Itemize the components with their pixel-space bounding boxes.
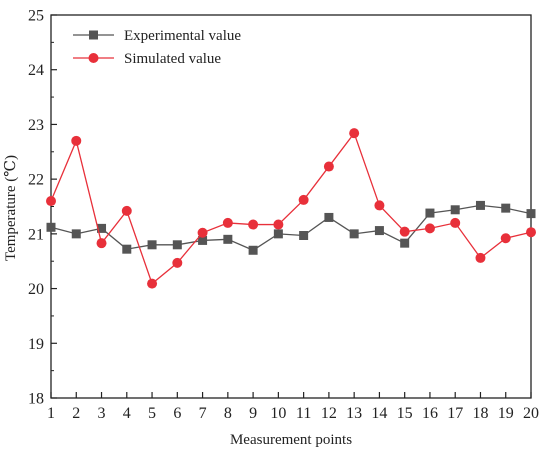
- data-point: [526, 209, 536, 219]
- y-tick-label: 22: [28, 172, 44, 189]
- y-tick-label: 21: [28, 226, 44, 243]
- y-tick-label: 25: [28, 8, 44, 25]
- y-axis: 18 19 20 21 22 23 24 25: [28, 8, 57, 408]
- x-tick-label: 4: [123, 405, 131, 422]
- data-point: [172, 240, 182, 250]
- x-tick-label: 6: [173, 405, 181, 422]
- y-tick-label: 23: [28, 117, 44, 134]
- data-point: [424, 223, 435, 234]
- x-tick-label: 16: [422, 405, 438, 422]
- data-point: [71, 135, 82, 146]
- data-point: [248, 219, 259, 230]
- data-point: [273, 229, 283, 239]
- x-tick-label: 8: [224, 405, 232, 422]
- x-axis-title: Measurement points: [230, 432, 352, 448]
- data-point: [46, 222, 56, 232]
- y-tick-label: 20: [28, 281, 44, 298]
- data-point: [298, 194, 309, 205]
- legend-marker: [88, 53, 99, 63]
- data-point: [349, 229, 359, 239]
- data-point: [501, 203, 511, 213]
- data-point: [248, 245, 258, 255]
- x-tick-label: 1: [47, 405, 55, 422]
- data-point: [500, 233, 511, 244]
- data-point: [323, 161, 334, 172]
- legend-label: Experimental value: [124, 28, 241, 44]
- data-point: [399, 226, 410, 237]
- data-point: [324, 212, 334, 222]
- series-layer: [46, 128, 536, 289]
- x-tick-label: 15: [397, 405, 413, 422]
- x-tick-label: 19: [498, 405, 514, 422]
- data-point: [147, 240, 157, 250]
- data-point: [172, 257, 183, 268]
- legend: Experimental value Simulated value: [73, 28, 241, 67]
- data-point: [400, 238, 410, 248]
- data-point: [222, 217, 233, 228]
- x-tick-label: 10: [270, 405, 286, 422]
- legend-item: Simulated value: [73, 51, 221, 67]
- data-point: [475, 252, 486, 263]
- y-tick-label: 24: [28, 62, 44, 79]
- data-point: [46, 196, 56, 207]
- x-tick-label: 12: [321, 405, 337, 422]
- data-point: [475, 200, 485, 210]
- data-point: [425, 208, 435, 218]
- x-tick-label: 7: [199, 405, 207, 422]
- data-point: [71, 229, 81, 239]
- x-tick-label: 13: [346, 405, 362, 422]
- data-point: [97, 223, 107, 233]
- data-point: [223, 234, 233, 244]
- data-point: [147, 278, 158, 289]
- y-tick-label: 18: [28, 391, 44, 408]
- data-point: [197, 227, 208, 238]
- data-point: [121, 205, 132, 216]
- x-tick-label: 9: [249, 405, 257, 422]
- data-point: [349, 128, 360, 139]
- data-point: [122, 244, 132, 254]
- y-axis-title: Temperature (℃): [3, 155, 19, 261]
- x-tick-label: 17: [447, 405, 463, 422]
- series-1: [46, 200, 536, 255]
- legend-item: Experimental value: [73, 28, 241, 44]
- data-point: [273, 219, 284, 230]
- x-tick-label: 18: [472, 405, 488, 422]
- legend-marker: [89, 30, 98, 40]
- x-tick-label: 3: [98, 405, 106, 422]
- data-point: [198, 235, 208, 245]
- data-point: [374, 200, 385, 211]
- series-2: [46, 128, 536, 289]
- data-point: [450, 217, 461, 228]
- x-tick-label: 2: [72, 405, 80, 422]
- data-point: [450, 205, 460, 215]
- x-axis: 1 2 3 4 5 6 7 8 9 10 11 12 13 14 15 16 17 18 19 20: [47, 392, 539, 422]
- legend-label: Simulated value: [124, 51, 221, 67]
- x-tick-label: 20: [523, 405, 539, 422]
- x-tick-label: 5: [148, 405, 156, 422]
- y-tick-label: 19: [28, 336, 44, 353]
- x-tick-label: 11: [296, 405, 311, 422]
- x-tick-label: 14: [371, 405, 387, 422]
- data-point: [374, 226, 384, 236]
- data-point: [526, 227, 536, 238]
- data-point: [299, 230, 309, 240]
- data-point: [96, 238, 107, 249]
